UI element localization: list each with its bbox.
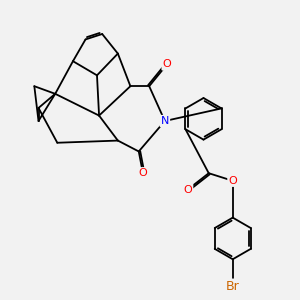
Text: O: O xyxy=(228,176,237,186)
Text: O: O xyxy=(139,168,147,178)
Text: N: N xyxy=(161,116,169,126)
Text: Br: Br xyxy=(226,280,240,293)
Text: O: O xyxy=(163,59,171,70)
Text: O: O xyxy=(184,184,192,194)
